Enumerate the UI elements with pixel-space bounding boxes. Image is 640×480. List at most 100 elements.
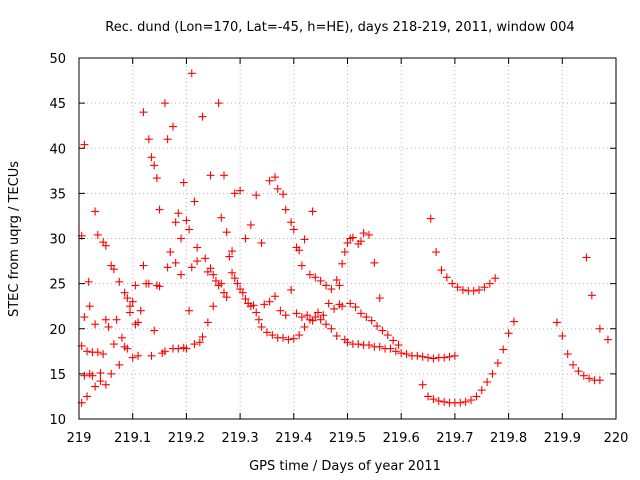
data-point	[432, 248, 441, 257]
data-point	[144, 135, 153, 144]
data-point	[316, 276, 325, 285]
data-point	[163, 263, 172, 272]
data-point	[552, 318, 561, 327]
data-point	[397, 349, 406, 358]
data-point	[297, 313, 306, 322]
data-point	[295, 246, 304, 255]
data-point	[252, 191, 261, 200]
data-point	[131, 281, 140, 290]
data-point	[222, 228, 231, 237]
data-points	[77, 69, 612, 407]
data-point	[155, 282, 164, 291]
data-point	[284, 335, 293, 344]
data-point	[203, 318, 212, 327]
data-point	[289, 334, 298, 343]
data-point	[375, 342, 384, 351]
x-tick-label: 219	[67, 431, 92, 446]
data-point	[477, 386, 486, 395]
data-point	[174, 344, 183, 353]
data-point	[276, 306, 285, 315]
data-point	[424, 392, 433, 401]
data-point	[252, 308, 261, 317]
data-point	[198, 332, 207, 341]
data-point	[84, 277, 93, 286]
data-point	[493, 359, 502, 368]
data-point	[117, 333, 126, 342]
data-point	[450, 351, 459, 360]
data-point	[80, 140, 89, 149]
data-point	[587, 291, 596, 300]
x-tick-label: 219.6	[383, 431, 420, 446]
data-point	[225, 252, 234, 261]
data-point	[295, 331, 304, 340]
data-point	[303, 311, 312, 320]
data-point	[238, 288, 247, 297]
data-point	[313, 308, 322, 317]
x-tick-label: 219.4	[275, 431, 312, 446]
data-point	[179, 178, 188, 187]
data-point	[429, 395, 438, 404]
y-tick-label: 20	[49, 323, 66, 338]
data-point	[147, 351, 156, 360]
x-tick-label: 219.3	[221, 431, 258, 446]
data-point	[504, 329, 513, 338]
data-point	[311, 313, 320, 322]
data-point	[80, 371, 89, 380]
data-point	[509, 317, 518, 326]
data-point	[273, 184, 282, 193]
data-point	[338, 259, 347, 268]
data-point	[574, 367, 583, 376]
data-point	[260, 300, 269, 309]
data-point	[185, 225, 194, 234]
data-point	[152, 174, 161, 183]
data-point	[96, 377, 105, 386]
data-point	[480, 283, 489, 292]
data-point	[327, 324, 336, 333]
data-point	[217, 279, 226, 288]
y-tick-label: 50	[49, 52, 66, 67]
data-point	[356, 237, 365, 246]
data-point	[287, 218, 296, 227]
data-point	[109, 340, 118, 349]
x-tick-label: 219.8	[490, 431, 527, 446]
data-point	[211, 276, 220, 285]
data-point	[101, 241, 110, 250]
data-point	[279, 333, 288, 342]
data-point	[453, 283, 462, 292]
data-point	[262, 328, 271, 337]
data-point	[104, 322, 113, 331]
data-point	[370, 258, 379, 267]
data-point	[287, 285, 296, 294]
data-point	[268, 331, 277, 340]
y-tick-label: 25	[49, 278, 66, 293]
data-point	[134, 351, 143, 360]
data-point	[394, 340, 403, 349]
data-point	[569, 360, 578, 369]
data-point	[378, 326, 387, 335]
data-point	[346, 299, 355, 308]
data-point	[123, 294, 132, 303]
data-point	[289, 225, 298, 234]
data-point	[214, 99, 223, 108]
data-point	[230, 274, 239, 283]
data-point	[228, 268, 237, 277]
data-point	[80, 313, 89, 322]
data-point	[257, 239, 266, 248]
data-point	[96, 368, 105, 377]
data-point	[241, 294, 250, 303]
data-point	[190, 340, 199, 349]
data-point	[499, 345, 508, 354]
x-tick-label: 219.9	[544, 431, 581, 446]
data-point	[456, 398, 465, 407]
data-point	[563, 350, 572, 359]
data-point	[281, 311, 290, 320]
data-point	[185, 306, 194, 315]
data-point	[168, 122, 177, 131]
data-point	[228, 247, 237, 256]
data-point	[193, 243, 202, 252]
data-point	[386, 344, 395, 353]
data-point	[491, 274, 500, 283]
data-point	[413, 351, 422, 360]
data-point	[112, 315, 121, 324]
